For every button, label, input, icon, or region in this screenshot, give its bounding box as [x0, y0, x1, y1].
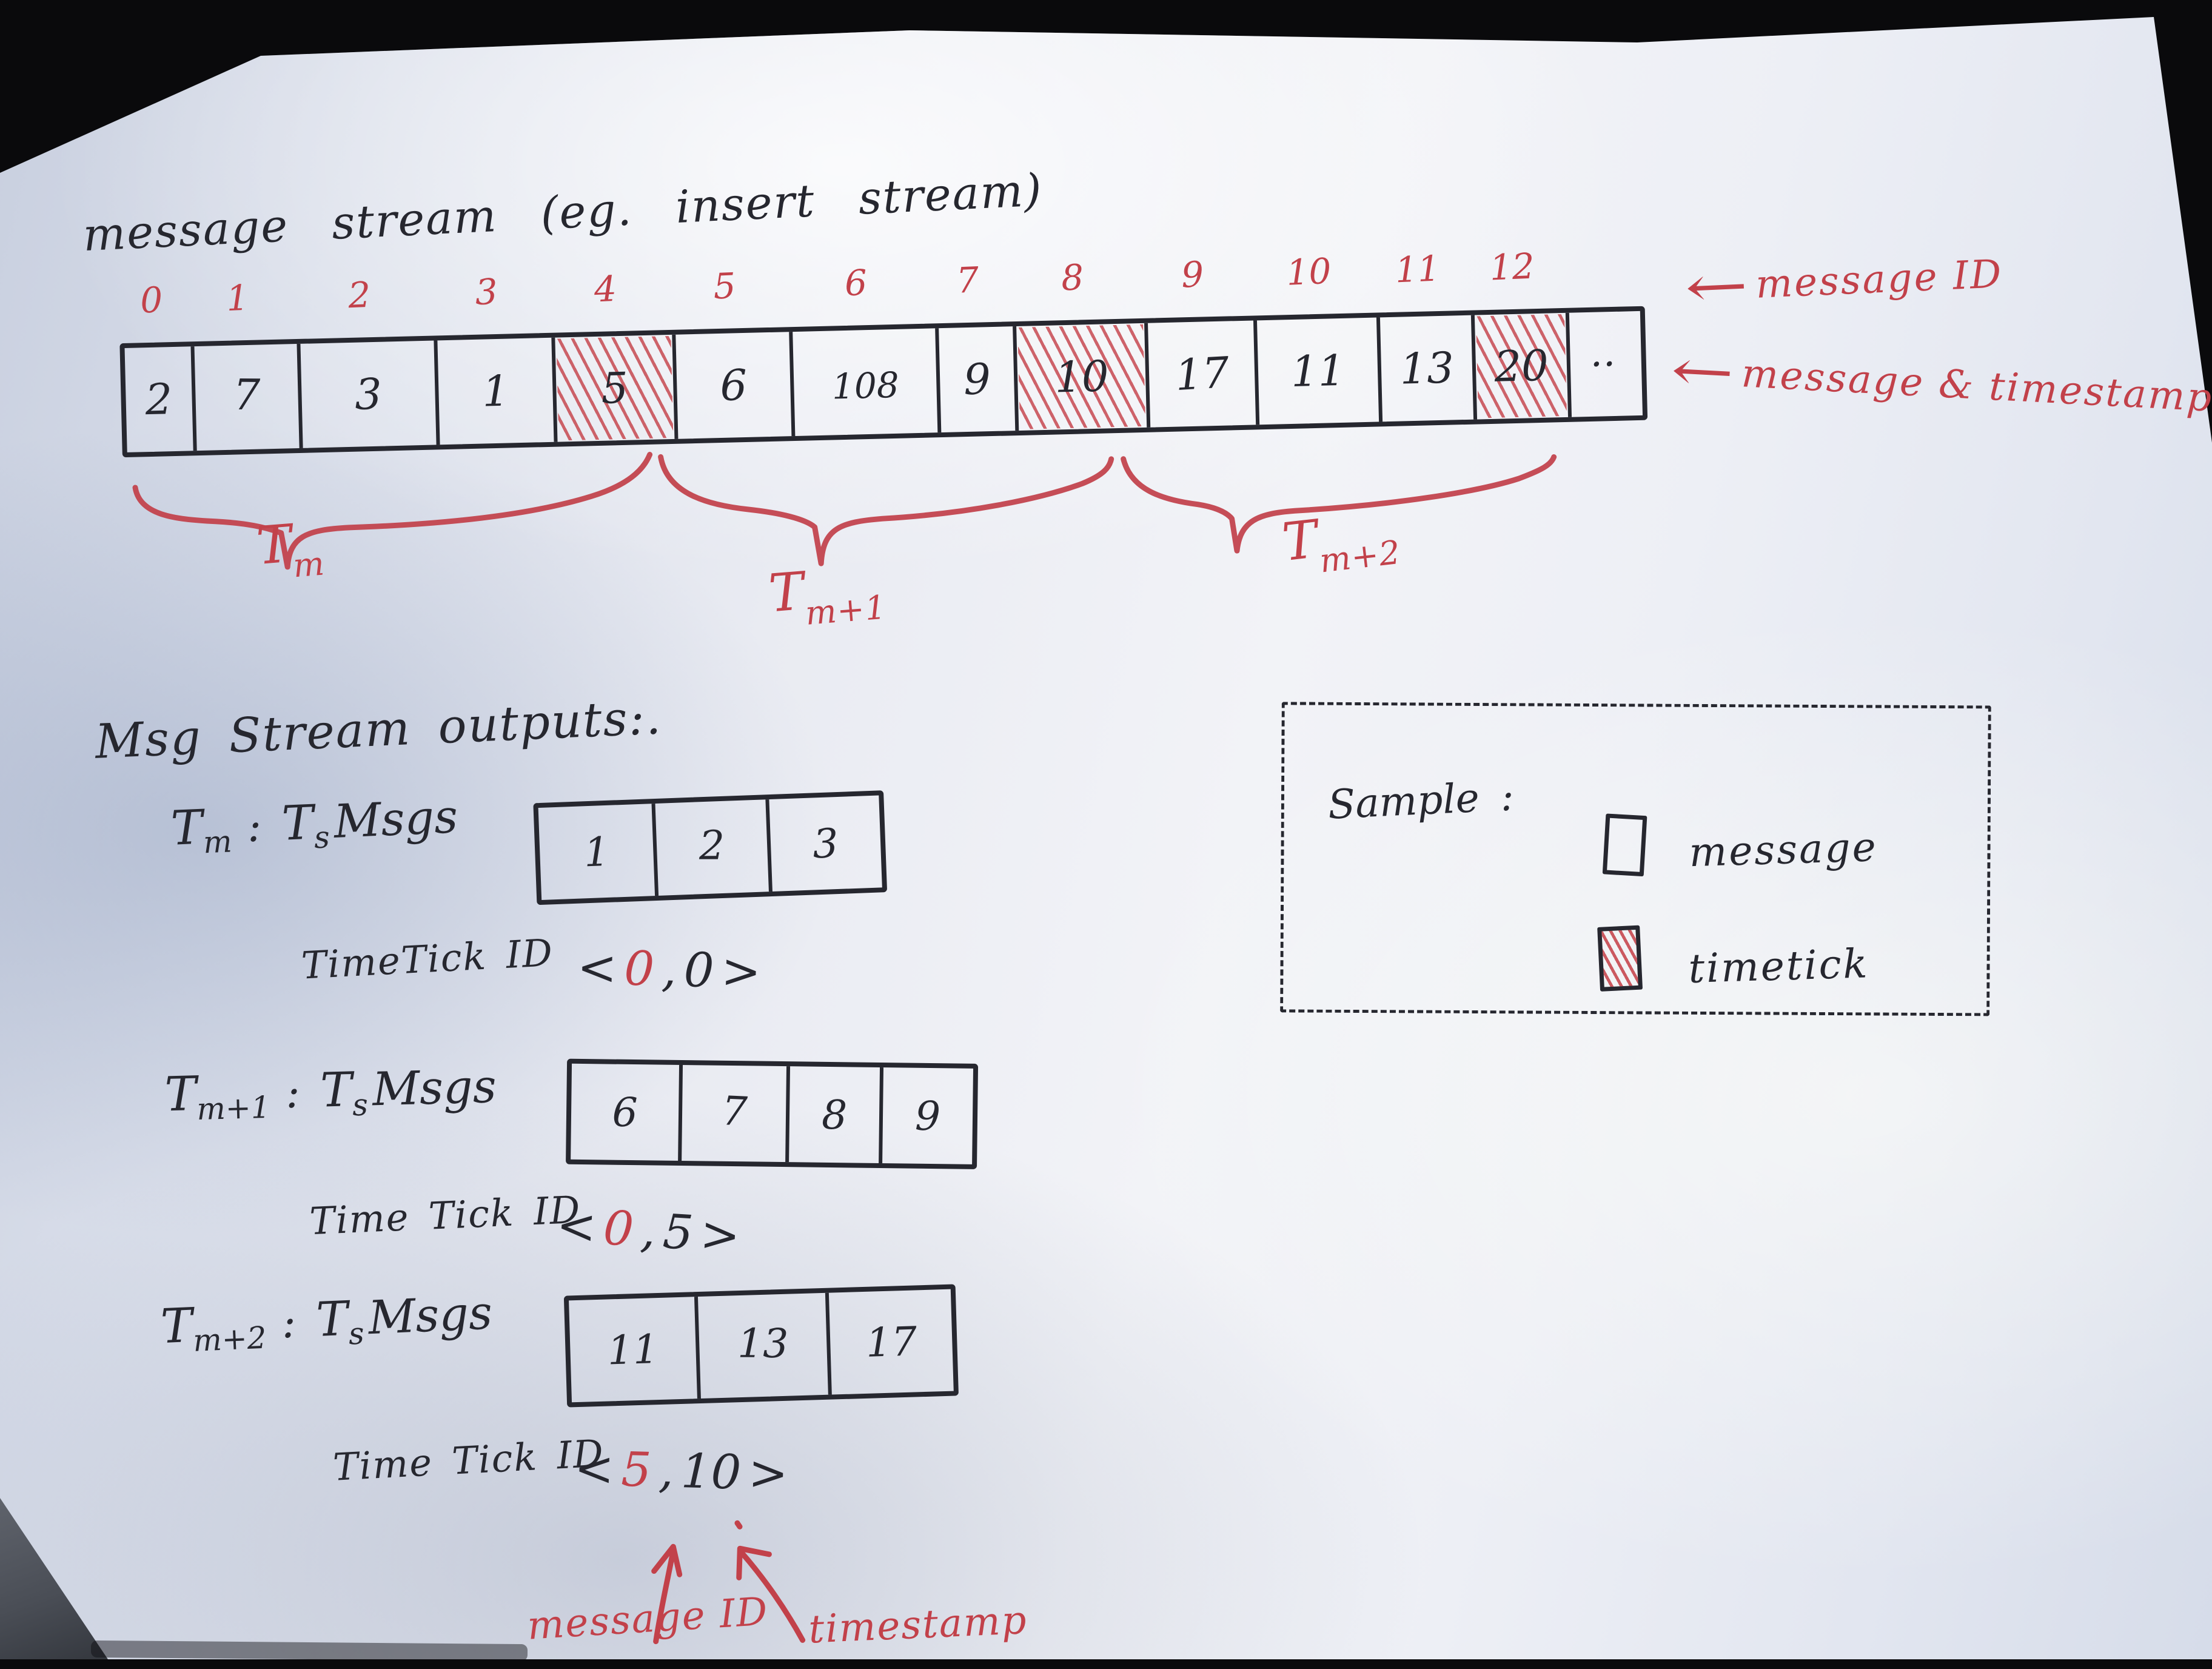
timetick-id-value-tm1: < 0 , 5 > — [555, 1198, 742, 1264]
ts-msgs-box-tm2: 11 13 17 — [563, 1284, 959, 1408]
brace-tm2 — [1121, 454, 1557, 554]
annotation-message-id-label: message ID — [1754, 251, 2004, 307]
footnote-arrows — [651, 1520, 806, 1645]
stream-cell: 13 — [1376, 315, 1474, 422]
window-label-tm2: Tm+2 — [1279, 509, 1403, 580]
message-id: 2 — [347, 274, 372, 317]
page-title: message stream (eg. insert stream) — [81, 164, 1044, 262]
stream-cell: 6 — [671, 332, 792, 439]
annotation-message-timestamp: ← message & timestamp — [1669, 337, 2212, 431]
message-id: 7 — [956, 259, 980, 301]
up-arrow-icon — [651, 1543, 683, 1577]
timetick-timestamp: 0 — [683, 942, 715, 999]
left-arrow-icon: ← — [1683, 252, 1750, 320]
msg-cell: 2 — [651, 799, 769, 896]
msg-cell: 7 — [678, 1064, 787, 1163]
message-id: 10 — [1285, 250, 1332, 294]
msg-cell: 1 — [583, 828, 611, 876]
ts-msgs-box-tm1: 6 7 8 9 — [566, 1058, 979, 1169]
msg-cell: 17 — [825, 1289, 954, 1395]
message-id: 6 — [844, 261, 868, 304]
annotation-message-timestamp-label: message & timestamp — [1740, 351, 2212, 421]
up-left-arrow-icon — [738, 1549, 806, 1643]
stream-cell: 11 — [1253, 317, 1379, 425]
sample-legend-box: Sample : message timetick — [1280, 702, 1991, 1016]
annotation-message-id: ← message ID — [1684, 241, 2004, 320]
message-id: 11 — [1394, 247, 1441, 291]
message-id: 8 — [1060, 257, 1085, 299]
message-id: 1 — [225, 277, 250, 320]
message-id: 5 — [712, 265, 737, 307]
msg-cell: 13 — [694, 1292, 829, 1399]
message-id: 12 — [1489, 245, 1536, 289]
stream-cell-timetick: 20 — [1471, 312, 1569, 420]
timetick-id-value-tm2: < 5 , 10 > — [574, 1441, 789, 1502]
stream-cell: 3 — [296, 340, 437, 448]
timetick-id-label-tm: TimeTick ID — [300, 930, 555, 988]
timetick-message-id: 0 — [623, 941, 655, 997]
stream-cell: 108 — [789, 328, 938, 437]
up-arrow-icon — [653, 1547, 676, 1645]
stream-cell: 7 — [190, 344, 300, 451]
message-stream: 0 1 2 3 4 5 6 7 8 9 10 11 12 2 7 3 1 5 6… — [118, 238, 1648, 458]
msg-cell: 3 — [765, 795, 882, 892]
stream-cell: 9 — [935, 326, 1016, 433]
left-arrow-icon: ← — [1669, 337, 1736, 406]
message-id: 9 — [1181, 254, 1205, 296]
timetick-message-id: 0 — [602, 1201, 635, 1258]
timetick-timestamp: 10 — [680, 1444, 742, 1500]
footnote-timestamp-label: timestamp — [807, 1597, 1029, 1653]
window-label-tm: Tm — [254, 513, 326, 585]
legend-message-label: message — [1688, 824, 1879, 876]
msg-cell: 6 — [612, 1089, 638, 1136]
window-braces — [132, 452, 1557, 570]
brace-tm1 — [658, 454, 1114, 566]
outputs-heading: Msg Stream outputs:. — [94, 690, 663, 770]
stream-cell-ellipsis: ‥ — [1565, 311, 1643, 417]
stream-cell: 2 — [144, 374, 173, 425]
ts-msgs-box-tm: 1 2 3 — [533, 790, 888, 905]
up-left-arrow-icon — [736, 1545, 772, 1580]
timetick-message-id: 5 — [620, 1442, 652, 1498]
legend-timetick-label: timetick — [1687, 940, 1870, 993]
timetick-id-label-tm1: Time Tick ID — [309, 1187, 582, 1244]
message-id-blank — [1558, 243, 1635, 304]
legend-title: Sample : — [1327, 773, 1515, 828]
timetick-timestamp: 5 — [661, 1204, 695, 1261]
window-label-tm1: Tm+1 — [766, 561, 888, 633]
timetick-id-label-tm2: Time Tick ID — [332, 1431, 606, 1489]
stream-cell: 17 — [1144, 320, 1256, 428]
msg-cell: 9 — [879, 1067, 973, 1164]
timetick-id-value-tm: < 0 , 0 > — [576, 940, 762, 1000]
stream-cell: 1 — [434, 337, 554, 445]
msg-cell: 11 — [606, 1325, 659, 1374]
msg-cell: 8 — [785, 1066, 880, 1163]
message-swatch — [1602, 813, 1647, 877]
dot-mark — [734, 1520, 743, 1530]
message-id: 0 — [139, 279, 164, 321]
brace-tm — [132, 452, 653, 570]
stream-cell-timetick: 5 — [551, 334, 675, 442]
stream-cell-timetick: 10 — [1013, 323, 1147, 431]
message-id: 3 — [474, 270, 499, 314]
message-id: 4 — [593, 267, 618, 311]
timetick-swatch — [1597, 925, 1643, 992]
